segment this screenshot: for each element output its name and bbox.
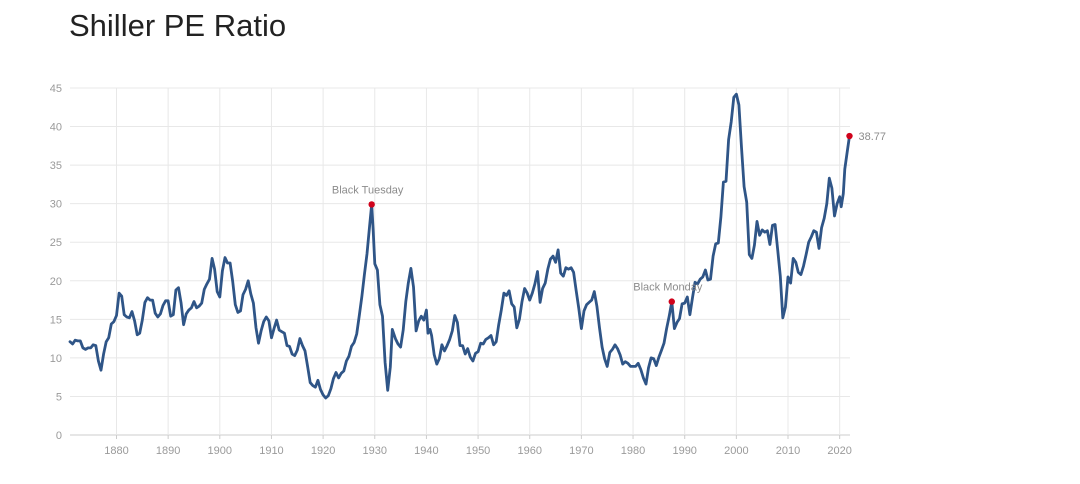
- x-tick-label: 1980: [621, 445, 645, 457]
- annotation-label: 38.77: [858, 131, 886, 143]
- x-tick-label: 1990: [672, 445, 696, 457]
- annotation-label: Black Monday: [633, 282, 703, 294]
- x-tick-label: 1910: [259, 445, 283, 457]
- y-tick-label: 40: [50, 122, 62, 134]
- y-tick-label: 15: [50, 314, 62, 326]
- x-tick-label: 1890: [156, 445, 180, 457]
- y-tick-label: 45: [50, 83, 62, 95]
- y-tick-label: 10: [50, 353, 62, 365]
- annotation-label: Black Tuesday: [332, 184, 404, 196]
- annotation-marker: [368, 201, 375, 208]
- series-layer: [68, 92, 851, 400]
- annotation-layer: Black Tuesday Black Monday 38.77: [332, 131, 886, 305]
- annotation-marker: [846, 132, 853, 140]
- y-tick-label: 30: [50, 199, 62, 211]
- x-tick-label: 1960: [517, 445, 541, 457]
- x-axis: 1880 1890 1900 1910 1920 1930 1940 1950 1960 1970…: [104, 435, 852, 457]
- x-tick-label: 1920: [311, 445, 335, 457]
- y-tick-label: 20: [50, 276, 62, 288]
- x-tick-label: 1880: [104, 445, 128, 457]
- x-tick-label: 1940: [414, 445, 438, 457]
- y-tick-label: 5: [56, 391, 62, 403]
- x-tick-label: 1930: [363, 445, 387, 457]
- x-tick-label: 2020: [827, 445, 851, 457]
- y-tick-label: 25: [50, 237, 62, 249]
- x-tick-label: 2010: [776, 445, 800, 457]
- chart-title: Shiller PE Ratio: [69, 8, 287, 43]
- x-tick-label: 1970: [569, 445, 593, 457]
- x-tick-label: 2000: [724, 445, 748, 457]
- series-line-shiller-pe: [68, 92, 851, 400]
- y-tick-label: 0: [56, 430, 62, 442]
- x-tick-label: 1950: [466, 445, 490, 457]
- y-tick-label: 35: [50, 160, 62, 172]
- annotation-marker: [668, 298, 675, 305]
- x-tick-label: 1900: [208, 445, 232, 457]
- y-axis: 0 5 10 15 20 25 30 35 40 45: [50, 83, 62, 442]
- grid-layer: [70, 87, 850, 436]
